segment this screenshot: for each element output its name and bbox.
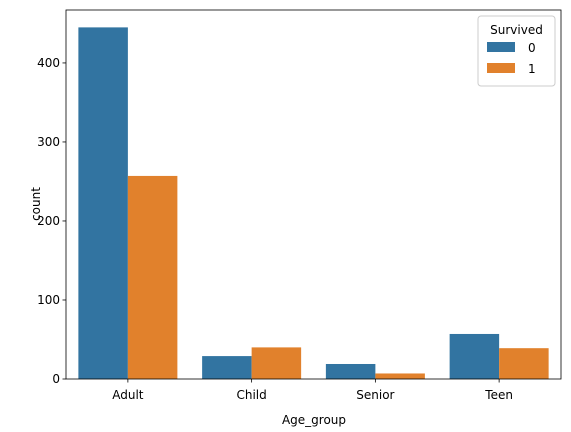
y-tick-label: 100 bbox=[37, 293, 60, 307]
legend-swatch-0 bbox=[487, 42, 515, 52]
legend: Survived 0 1 bbox=[477, 15, 556, 87]
legend-label-1: 1 bbox=[528, 62, 536, 76]
y-tick-label: 300 bbox=[37, 135, 60, 149]
x-tick-label-teen: Teen bbox=[484, 388, 513, 402]
legend-label-0: 0 bbox=[528, 41, 536, 55]
bar-teen-survived-0 bbox=[449, 333, 500, 379]
bar-child-survived-1 bbox=[251, 347, 302, 379]
legend-title: Survived bbox=[490, 23, 543, 37]
x-tick-label-adult: Adult bbox=[112, 388, 144, 402]
x-tick-label-senior: Senior bbox=[356, 388, 394, 402]
y-tick-label: 200 bbox=[37, 214, 60, 228]
y-tick-label: 400 bbox=[37, 56, 60, 70]
bar-teen-survived-1 bbox=[499, 348, 549, 379]
bars-layer bbox=[78, 27, 549, 379]
y-tick-label: 0 bbox=[52, 372, 60, 386]
bar-adult-survived-1 bbox=[127, 175, 178, 379]
plot-frame bbox=[65, 9, 562, 380]
x-axis-title: Age_group bbox=[282, 413, 346, 427]
bar-child-survived-0 bbox=[202, 356, 252, 379]
bar-adult-survived-0 bbox=[78, 27, 128, 379]
bar-senior-survived-1 bbox=[375, 373, 425, 379]
axes-layer: 0 100 200 300 400 Adult Child Senior Teen bbox=[37, 9, 562, 402]
legend-swatch-1 bbox=[487, 63, 515, 73]
bar-senior-survived-0 bbox=[325, 363, 376, 379]
y-axis-title: count bbox=[29, 187, 43, 221]
x-tick-label-child: Child bbox=[236, 388, 266, 402]
